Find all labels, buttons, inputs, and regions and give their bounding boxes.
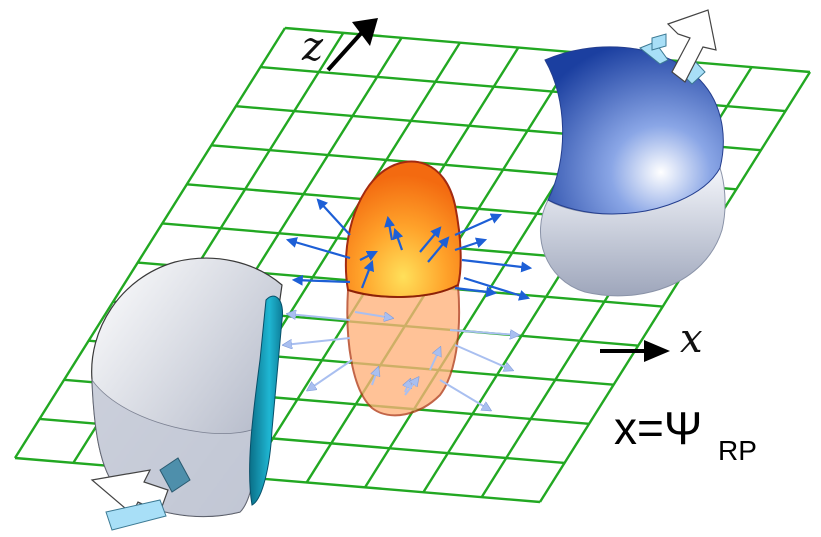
upper-nucleus xyxy=(540,9,726,297)
flow-arrow-front xyxy=(392,227,404,251)
flow-arrow-back xyxy=(372,368,378,386)
grid-line-cross xyxy=(14,456,541,504)
flow-arrow-back xyxy=(454,344,512,370)
flow-arrow-front xyxy=(316,198,351,236)
z-axis: z xyxy=(301,18,378,72)
flow-arrow-back xyxy=(354,311,392,318)
flow-arrow-front xyxy=(291,274,351,286)
flow-arrow-back xyxy=(405,380,410,393)
flow-arrow-back xyxy=(404,378,418,396)
flow-arrow-back xyxy=(308,359,353,390)
upper-direction-arrow xyxy=(639,9,717,85)
flow-arrow-front xyxy=(360,259,374,289)
flow-arrow-front xyxy=(463,276,531,301)
flow-arrow-back xyxy=(449,329,518,335)
flow-arrow-front xyxy=(461,258,533,273)
x-axis-label: x xyxy=(680,316,703,362)
x-axis: x xyxy=(600,316,703,362)
flow-arrow-front xyxy=(419,226,442,253)
z-axis-label: z xyxy=(301,24,324,70)
svg-text:x=Ψ: x=Ψ xyxy=(614,402,702,454)
flow-arrow-front xyxy=(384,215,395,241)
arrow-up-right-icon xyxy=(326,28,366,72)
flow-arrow-back xyxy=(429,348,440,371)
equation-psi: Ψ xyxy=(664,402,702,454)
equation-subscript: RP xyxy=(718,435,757,466)
lower-direction-arrow xyxy=(90,457,191,531)
flow-arrow-front xyxy=(454,237,488,252)
flow-arrows-front xyxy=(285,198,533,301)
lower-nucleus xyxy=(90,257,284,531)
flow-arrow-front xyxy=(454,286,498,298)
grid-line-depth xyxy=(538,71,812,503)
reaction-plane-equation: x=Ψ RP xyxy=(614,402,757,466)
equation-lhs: x= xyxy=(614,402,664,454)
flow-arrow-back xyxy=(284,337,351,345)
flow-arrow-back xyxy=(288,314,351,321)
flow-arrows-back xyxy=(284,312,518,410)
flow-arrow-front xyxy=(285,237,351,260)
overlap-region-upper xyxy=(344,160,462,298)
grid-line-depth xyxy=(13,27,287,459)
lower-nucleus-band xyxy=(249,295,284,506)
flow-arrow-front xyxy=(454,213,503,237)
flow-arrow-front xyxy=(359,251,378,261)
flow-arrow-back xyxy=(439,379,490,410)
flow-arrow-front xyxy=(427,236,450,263)
overlap-region-lower xyxy=(346,283,461,417)
